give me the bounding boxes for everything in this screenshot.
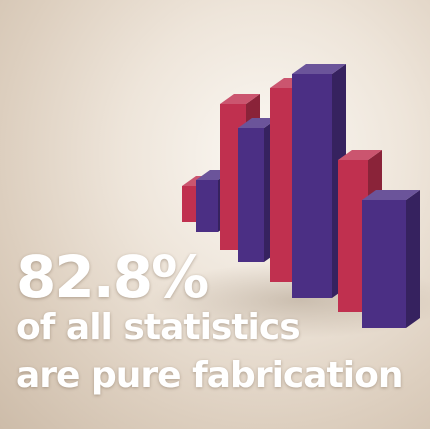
bar-4-top (238, 118, 278, 128)
bar-6-front (292, 74, 332, 298)
bar-2-front (196, 180, 218, 232)
bar-6-top (292, 64, 346, 74)
bar-4-front (238, 128, 264, 262)
headline-percentage: 82.8% (16, 243, 209, 311)
bar-7-top (338, 150, 382, 160)
bar-8-side (406, 190, 420, 328)
bar-3-top (220, 94, 260, 104)
headline-line-2: are pure fabrication (16, 355, 403, 396)
bar-5-front (270, 88, 292, 282)
bar-8-front (362, 200, 406, 328)
headline-line-1: of all statistics (16, 307, 301, 348)
bar-1-front (182, 186, 196, 222)
bar-7-front (338, 160, 368, 312)
bar-group (182, 64, 420, 328)
bar-8-top (362, 190, 420, 200)
